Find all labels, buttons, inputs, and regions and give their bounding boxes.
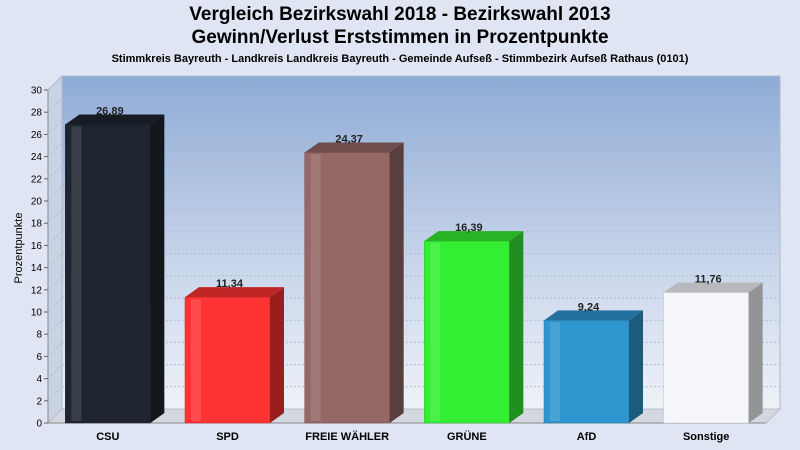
y-tick-label: 2: [36, 396, 42, 407]
grid-line-diag: [47, 319, 63, 335]
bar: 11,76: [663, 273, 763, 424]
x-category-label: FREIE WÄHLER: [305, 430, 389, 443]
bar-top: [185, 287, 284, 298]
bar-top: [424, 231, 524, 242]
x-axis: CSU SPD FREIE WÄHLER GRÜNE AfD Sonstige: [96, 430, 729, 443]
grid-line-diag: [47, 364, 63, 379]
y-tick-label: 28: [31, 108, 43, 119]
bar: 9,24: [543, 301, 643, 424]
bar: 11,34: [184, 278, 284, 424]
bar-highlight: [669, 294, 680, 421]
bar-top: [544, 310, 643, 321]
grid-line-diag: [47, 164, 63, 180]
grid-line-diag: [47, 186, 63, 202]
x-category-label: AfD: [577, 431, 597, 443]
bar-side: [270, 287, 284, 423]
chart-title: Vergleich Bezirkswahl 2018 - Bezirkswahl…: [189, 4, 611, 25]
bar-value-label: 9,24: [578, 301, 600, 313]
grid-line-diag: [47, 231, 63, 246]
grid-line-diag: [47, 75, 63, 91]
bar-top: [304, 142, 404, 153]
grid-line-diag: [47, 386, 63, 402]
y-tick-label: 8: [36, 330, 42, 341]
bar-highlight: [310, 154, 321, 422]
y-tick-label: 10: [31, 308, 43, 319]
bar-value-label: 11,34: [216, 278, 244, 290]
grid-line-diag: [47, 142, 63, 157]
bar-front: [184, 296, 271, 424]
bar-front: [65, 124, 151, 424]
y-tick-label: 6: [36, 352, 42, 363]
grid-line-diag: [47, 342, 63, 357]
chart-subtitle: Stimmkreis Bayreuth - Landkreis Landkrei…: [111, 53, 689, 65]
bar-side: [389, 142, 404, 424]
grid-line-diag: [47, 208, 63, 224]
y-tick-label: 14: [31, 263, 43, 274]
y-tick-label: 0: [36, 419, 42, 430]
bar-highlight: [71, 126, 82, 422]
bar: 26,89: [65, 106, 165, 424]
bar-value-label: 16,39: [455, 222, 483, 234]
bar-front: [424, 240, 510, 424]
bars: 26,89 11,34 24,37 16,39 9,24 11,76: [65, 106, 763, 424]
bar-value-label: 26,89: [96, 106, 124, 118]
bar: 16,39: [424, 222, 524, 424]
bar-highlight: [550, 322, 560, 421]
y-tick-label: 18: [31, 219, 43, 230]
y-tick-label: 16: [31, 241, 43, 252]
y-tick-label: 30: [31, 86, 43, 97]
bar-side: [150, 114, 165, 424]
grid-line-diag: [47, 97, 63, 113]
y-tick-label: 20: [31, 197, 43, 208]
x-category-label: GRÜNE: [447, 430, 487, 443]
y-axis-title: Prozentpunkte: [13, 213, 25, 284]
y-tick-label: 22: [31, 174, 43, 185]
x-category-label: Sonstige: [683, 431, 729, 443]
grid-line-diag: [47, 275, 63, 291]
grid-lines: [47, 75, 780, 402]
grid-line-diag: [47, 253, 63, 268]
y-tick-label: 12: [31, 285, 43, 296]
y-tick-label: 24: [31, 152, 43, 163]
bar-value-label: 11,76: [695, 273, 722, 285]
x-category-label: CSU: [96, 431, 119, 443]
bar-highlight: [191, 299, 201, 421]
bar-top: [65, 114, 165, 125]
bar-highlight: [430, 243, 441, 421]
bar-side: [509, 231, 524, 423]
x-category-label: SPD: [216, 431, 239, 443]
plot-back-wall: [61, 75, 781, 410]
bar-front: [543, 320, 630, 424]
grid-line-diag: [47, 297, 63, 313]
y-tick-label: 26: [31, 130, 43, 141]
bar-side: [748, 282, 763, 423]
chart-title-line2: Gewinn/Verlust Erststimmen in Prozentpun…: [191, 27, 609, 48]
y-tick-label: 4: [36, 374, 42, 385]
bar-top: [663, 282, 763, 293]
bar-front: [304, 152, 390, 424]
bar-value-label: 24,37: [335, 133, 363, 145]
grid-line-diag: [47, 120, 63, 135]
bar: 24,37: [304, 133, 404, 424]
bar-side: [629, 310, 643, 423]
